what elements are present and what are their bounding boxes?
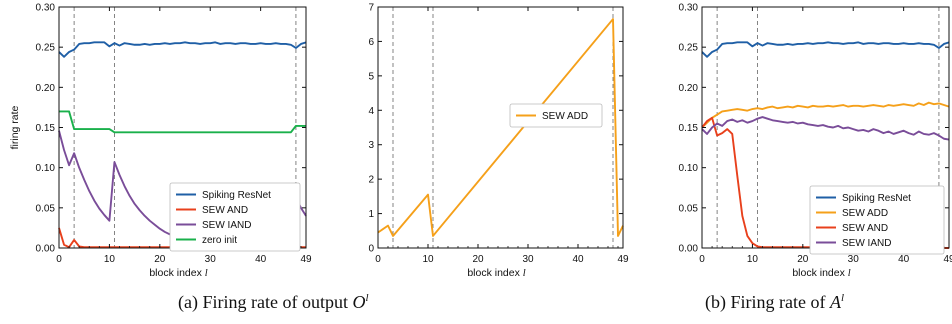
y-tick-label: 0.15 (679, 123, 699, 134)
y-tick-label: 0.15 (36, 123, 56, 134)
chart-1: 0.00 0.05 0.10 0.15 0.20 0.25 0.30 0 10 20 30 40 49 b… (9, 3, 312, 280)
y-tick-label: 0.30 (679, 3, 699, 14)
series-line-spiking-resnet (701, 41, 950, 58)
y-tick-label: 0.25 (36, 43, 56, 54)
y-tick-label: 2 (368, 175, 374, 186)
y-tick-label: 4 (368, 106, 374, 117)
x-tick-label: 40 (255, 254, 267, 265)
series-line-sew-add (377, 18, 624, 237)
legend-label: SEW ADD (542, 111, 588, 122)
y-tick-label: 0.30 (36, 3, 56, 14)
x-tick-label: 0 (375, 254, 381, 265)
plot-frame (377, 6, 624, 249)
legend-label: SEW IAND (202, 220, 251, 231)
x-tick-label: 10 (747, 254, 759, 265)
y-tick-label: 0.20 (679, 83, 699, 94)
x-tick-label: 49 (617, 254, 629, 265)
x-axis-label: block index l (149, 267, 207, 279)
x-axis-label: block index l (467, 267, 525, 279)
x-tick-label: 40 (898, 254, 910, 265)
y-tick-label: 6 (368, 37, 374, 48)
caption-a-var: O (352, 292, 366, 312)
legend-box (509, 103, 603, 128)
chart-2: 0 1 2 3 4 5 6 7 0 10 20 30 40 49 block index l SEW ADD (368, 3, 629, 280)
legend-box (809, 185, 945, 255)
y-axis-label: firing rate (9, 105, 21, 149)
y-tick-label: 0.00 (36, 244, 56, 255)
x-tick-label: 20 (797, 254, 809, 265)
legend-label: SEW AND (842, 223, 888, 234)
y-tick-label: 0.20 (36, 83, 56, 94)
x-axis-label: block index l (792, 267, 850, 279)
caption-b-text: (b) Firing rate of (705, 292, 830, 312)
caption-a-sup: l (365, 292, 369, 304)
caption-b: (b) Firing rate of Al (705, 292, 844, 313)
legend-label: zero init (202, 235, 237, 246)
legend-label: SEW ADD (842, 208, 888, 219)
x-tick-label: 20 (154, 254, 166, 265)
x-tick-label: 10 (422, 254, 434, 265)
legend-label: Spiking ResNet (202, 190, 271, 201)
x-tick-label: 0 (699, 254, 705, 265)
y-tick-label: 0 (368, 244, 374, 255)
y-tick-label: 0.05 (36, 203, 56, 214)
caption-b-sup: l (840, 292, 845, 304)
y-tick-label: 5 (368, 71, 374, 82)
y-tick-label: 0.25 (679, 43, 699, 54)
x-tick-label: 49 (943, 254, 952, 265)
legend-label: Spiking ResNet (842, 193, 911, 204)
y-tick-label: 7 (368, 3, 374, 14)
y-tick-label: 0.05 (679, 203, 699, 214)
x-tick-label: 49 (300, 254, 312, 265)
x-tick-label: 10 (104, 254, 116, 265)
series-line-sew-iand (701, 116, 950, 141)
chart-3: 0.00 0.05 0.10 0.15 0.20 0.25 0.30 0 10 20 30 40 49 b… (679, 3, 952, 280)
x-tick-label: 30 (848, 254, 860, 265)
caption-a: (a) Firing rate of output Ol (178, 292, 369, 313)
caption-a-text: (a) Firing rate of output (178, 292, 353, 312)
legend-label: SEW AND (202, 205, 248, 216)
legend-box (169, 182, 301, 252)
y-tick-label: 1 (368, 209, 374, 220)
x-tick-label: 30 (205, 254, 217, 265)
series-line-spiking-resnet (58, 41, 307, 58)
caption-b-var: A (829, 292, 841, 312)
y-tick-label: 3 (368, 140, 374, 151)
x-tick-label: 0 (56, 254, 62, 265)
legend-label: SEW IAND (842, 238, 891, 249)
x-tick-label: 20 (472, 254, 484, 265)
series-line-zero-init (59, 110, 306, 134)
y-tick-label: 0.10 (36, 163, 56, 174)
y-tick-label: 0.10 (679, 163, 699, 174)
y-tick-label: 0.00 (679, 244, 699, 255)
series-line-sew-add (701, 101, 950, 129)
x-tick-label: 30 (522, 254, 534, 265)
x-tick-label: 40 (572, 254, 584, 265)
